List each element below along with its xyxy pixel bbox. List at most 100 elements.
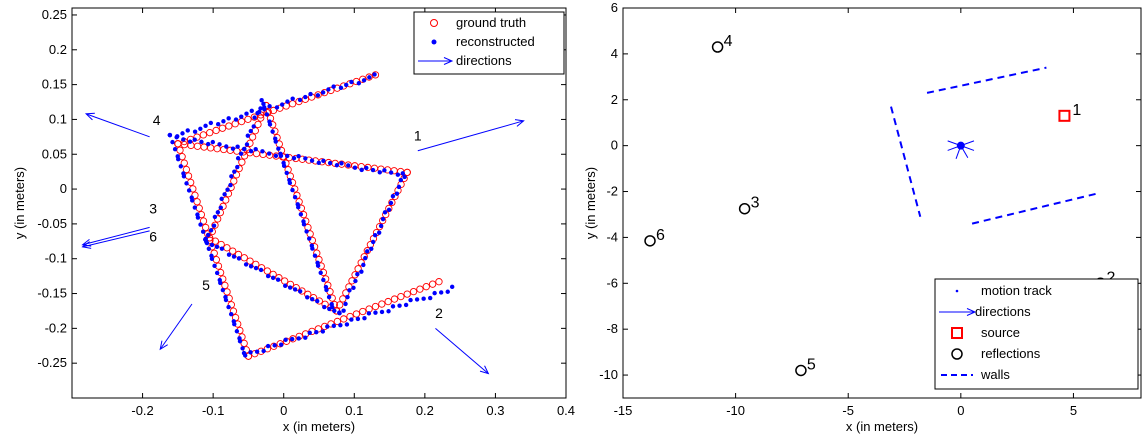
reconstructed-point [297, 289, 303, 294]
reconstructed-point [398, 177, 404, 183]
legend-label: walls [980, 367, 1010, 382]
reconstructed-point [334, 163, 340, 168]
reconstructed-point [324, 287, 329, 293]
reconstructed-point [349, 317, 354, 322]
reconstructed-point [390, 194, 396, 199]
reconstructed-point [170, 139, 175, 145]
reconstructed-point [185, 128, 190, 133]
reconstructed-point [379, 309, 385, 315]
reflection-label-3: 3 [751, 195, 760, 212]
reconstructed-point [297, 97, 303, 103]
reconstructed-point [290, 187, 295, 193]
reconstructed-point [427, 295, 433, 301]
reconstructed-point [229, 174, 234, 179]
ground-truth-point [384, 297, 392, 306]
x-tick-label: 0.4 [557, 403, 575, 418]
ground-truth-point [240, 152, 249, 160]
reconstructed-point [339, 161, 344, 166]
ground-truth-point [397, 292, 405, 301]
reconstructed-point [351, 285, 356, 290]
reconstructed-point [338, 85, 344, 91]
reconstructed-point [249, 108, 254, 114]
reconstructed-point [239, 114, 244, 119]
ground-truth-point [422, 283, 430, 291]
reconstructed-point [240, 346, 245, 351]
reconstructed-point [332, 308, 337, 313]
reconstructed-point [265, 343, 271, 349]
legend-box [934, 278, 1139, 390]
left-chart: -0.2 -0.1 0 0.1 0.2 0.3 0.4 -0.25 -0.2 -0.15 -0.1 -… [12, 7, 575, 434]
direction-arrowhead-5 [159, 340, 168, 351]
reconstructed-point [296, 154, 301, 159]
reconstructed-point [363, 255, 368, 261]
reconstructed-point [211, 223, 217, 228]
y-tick-label: 0 [611, 138, 618, 153]
legend-label: reconstructed [456, 34, 535, 49]
reconstructed-point [261, 101, 266, 107]
wall-2 [890, 106, 922, 218]
reconstructed-point [202, 237, 208, 242]
wall-3 [971, 192, 1097, 225]
ground-truth-point [227, 301, 235, 309]
reconstructed-point [341, 308, 346, 313]
reconstructed-point [322, 304, 327, 310]
x-tick-label: 0.3 [486, 403, 504, 418]
reconstructed-point [355, 272, 360, 277]
y-tick-label: 2 [611, 92, 618, 107]
direction-arrowhead-4 [84, 112, 95, 121]
reconstructed-point [414, 297, 420, 302]
reflection-marker-5 [795, 364, 807, 377]
reconstructed-point [195, 215, 201, 220]
reconstructed-point [258, 106, 263, 111]
reconstructed-point [310, 296, 315, 302]
wall-1 [926, 66, 1047, 94]
reflection-label-5: 5 [807, 356, 816, 373]
reconstructed-point [370, 239, 376, 245]
ground-truth-point [257, 114, 265, 122]
reconstructed-point [215, 121, 221, 127]
x-tick-label: 0.1 [345, 403, 363, 418]
y-tick-label: 0 [60, 181, 67, 196]
reconstructed-point [212, 263, 217, 269]
reconstructed-point [279, 102, 285, 107]
y-tick-label: -8 [606, 321, 618, 336]
reconstructed-point [208, 228, 214, 233]
reconstructed-point [305, 295, 310, 300]
reconstructed-point [235, 144, 240, 149]
ground-truth-point [206, 129, 214, 137]
reconstructed-point [255, 110, 260, 116]
reconstructed-point [204, 240, 210, 246]
y-tick-label: -6 [606, 275, 618, 290]
reconstructed-point [403, 302, 409, 308]
reconstructed-point [231, 254, 237, 259]
reconstructed-point [266, 151, 272, 156]
reconstructed-point [273, 139, 278, 144]
ground-truth-point [202, 223, 210, 232]
ground-truth-point [314, 91, 322, 99]
ground-truth-point [182, 165, 191, 174]
reconstructed-point [344, 322, 350, 327]
reconstructed-point [192, 129, 198, 134]
reconstructed-point [344, 82, 349, 88]
reconstructed-point [232, 169, 237, 174]
reconstructed-point [338, 322, 343, 328]
reconstructed-point [346, 163, 351, 168]
ground-truth-point [269, 106, 278, 115]
reconstructed-point [359, 167, 364, 173]
reconstructed-point [225, 187, 230, 192]
x-tick-label: -10 [726, 403, 745, 418]
reconstructed-point [198, 222, 203, 227]
reconstructed-point [206, 246, 212, 251]
reconstructed-point [178, 164, 184, 169]
reconstructed-point [292, 287, 298, 292]
ground-truth-point [378, 300, 386, 308]
reconstructed-point [172, 147, 178, 152]
reflection-marker-3 [738, 202, 751, 215]
reconstructed-point [218, 205, 223, 210]
reconstructed-point [264, 112, 270, 117]
reconstructed-point [254, 349, 260, 354]
ground-truth-point [365, 73, 373, 81]
y-tick-label: 6 [611, 0, 618, 15]
y-tick-label: -10 [599, 367, 618, 382]
reconstructed-point [223, 297, 229, 303]
